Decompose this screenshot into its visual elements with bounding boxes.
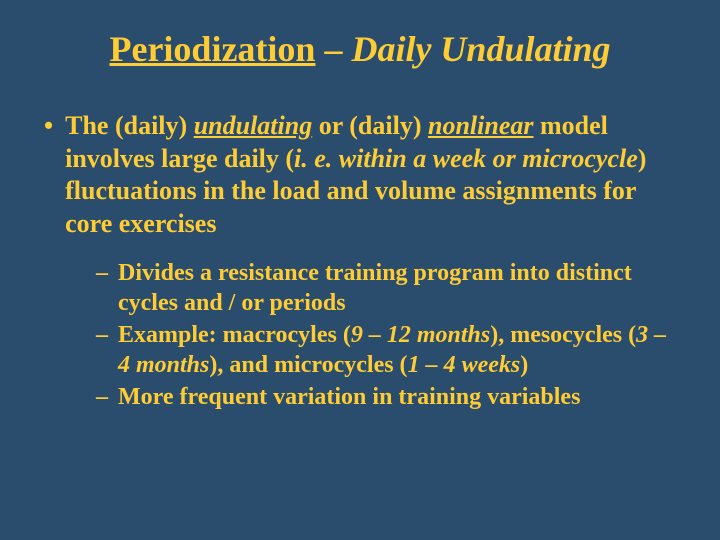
text-italic: i. e. within a week or microcycle xyxy=(294,144,638,173)
text-segment: Example: macrocyles ( xyxy=(118,322,351,348)
text-segment: The (daily) xyxy=(65,111,194,140)
sub-bullet-content: Divides a resistance training program in… xyxy=(118,258,680,318)
sub-bullet: – Divides a resistance training program … xyxy=(96,258,680,318)
text-segment: or (daily) xyxy=(312,111,428,140)
sub-bullet-marker: – xyxy=(96,258,108,318)
text-emphasis: undulating xyxy=(194,111,313,140)
main-bullet-content: The (daily) undulating or (daily) nonlin… xyxy=(65,110,680,240)
main-bullet: • The (daily) undulating or (daily) nonl… xyxy=(40,110,680,240)
bullet-marker: • xyxy=(44,110,53,240)
text-segment: ), mesocycles ( xyxy=(490,322,636,348)
sub-bullet-marker: – xyxy=(96,382,108,412)
sub-bullet-content: More frequent variation in training vari… xyxy=(118,382,580,412)
text-segment: ), and microcycles ( xyxy=(209,352,407,378)
text-italic: 9 – 12 months xyxy=(351,322,490,348)
sub-bullet-marker: – xyxy=(96,320,108,380)
title-part2: Daily Undulating xyxy=(351,29,610,69)
text-italic: 1 – 4 weeks xyxy=(408,352,521,378)
sub-bullet: – More frequent variation in training va… xyxy=(96,382,680,412)
title-part1: Periodization xyxy=(109,29,315,69)
sub-bullet: – Example: macrocyles (9 – 12 months), m… xyxy=(96,320,680,380)
text-segment: ) xyxy=(520,352,528,378)
title-separator: – xyxy=(315,29,351,69)
sub-bullets-container: – Divides a resistance training program … xyxy=(96,258,680,412)
text-emphasis: nonlinear xyxy=(428,111,534,140)
sub-bullet-content: Example: macrocyles (9 – 12 months), mes… xyxy=(118,320,680,380)
slide-title: Periodization – Daily Undulating xyxy=(40,28,680,70)
